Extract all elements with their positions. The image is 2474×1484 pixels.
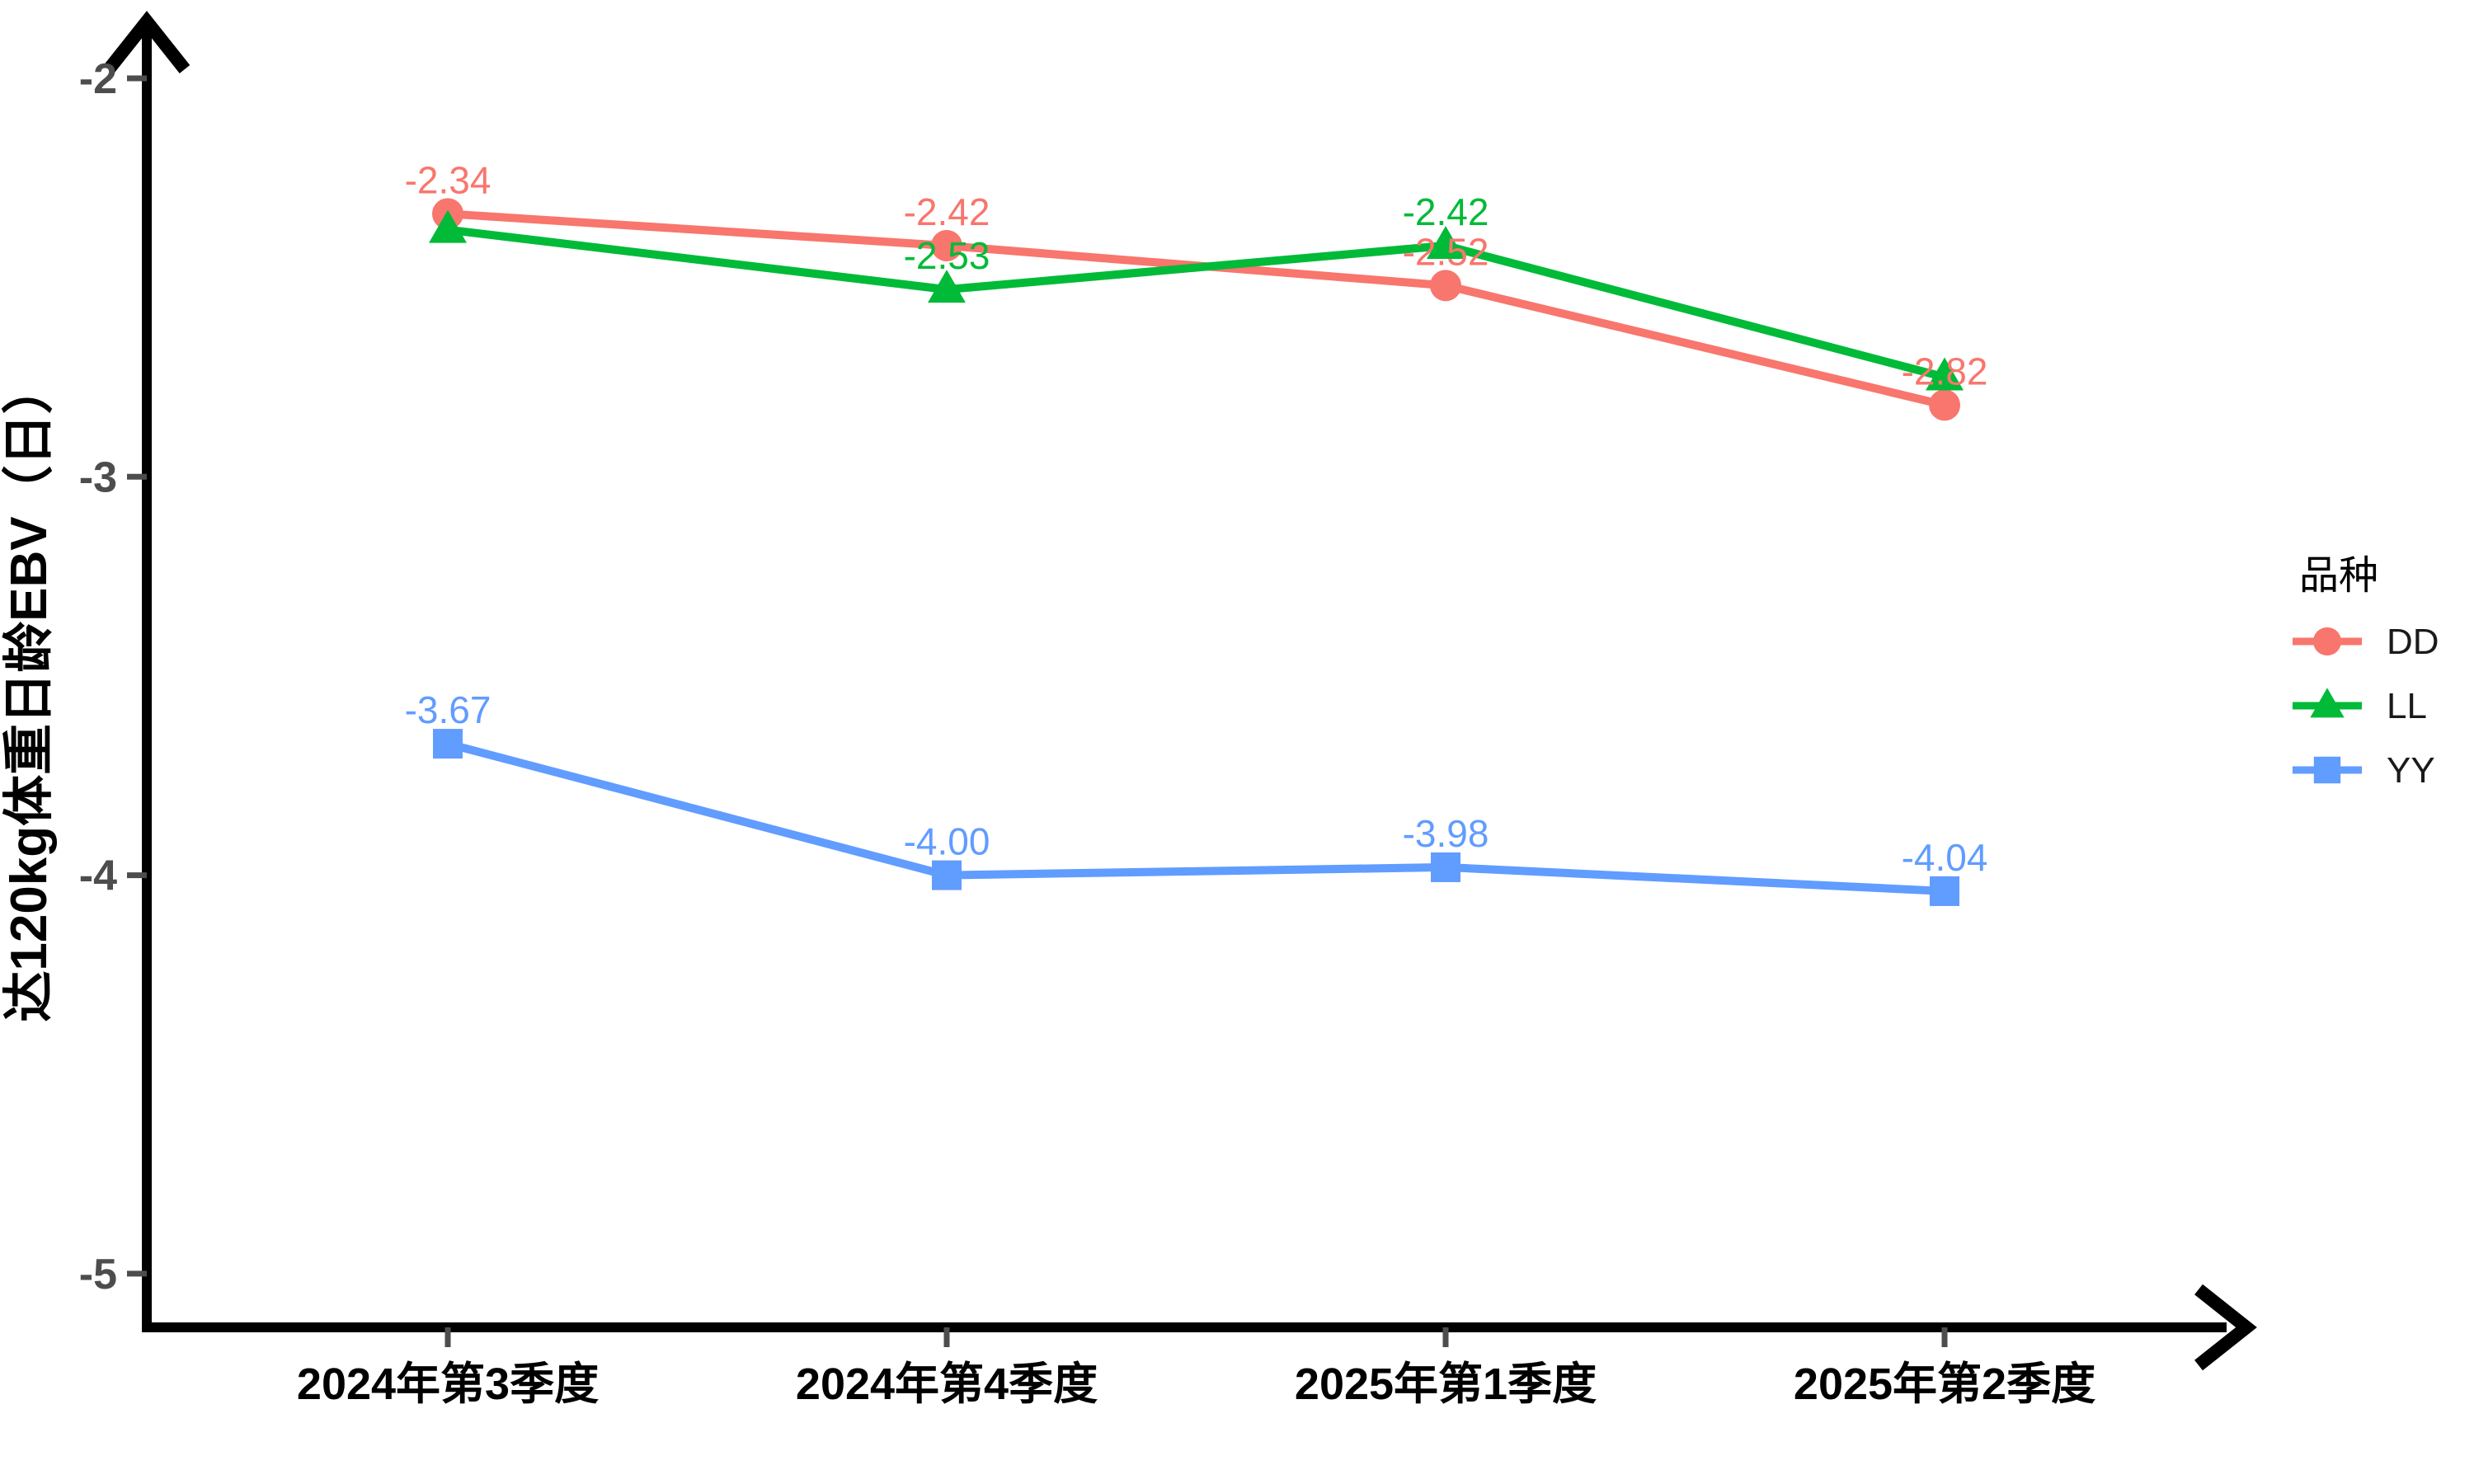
- legend-key-square-icon: [2313, 756, 2341, 784]
- series-point-YY: [1930, 876, 1959, 906]
- y-tick-label: -3: [79, 453, 117, 501]
- series-point-DD: [1430, 270, 1461, 302]
- series-line-YY: [446, 740, 1945, 895]
- legend-entry-label: DD: [2387, 622, 2439, 662]
- point-label-YY: -3.67: [405, 688, 492, 731]
- legend-key-triangle-icon: [2310, 688, 2345, 718]
- point-label-LL: -2.42: [1403, 190, 1489, 233]
- x-tick-label: 2025年第1季度: [1295, 1360, 1597, 1409]
- y-axis-title: 达120kg体重日龄EBV（日）: [0, 363, 58, 1021]
- series-point-YY: [932, 860, 962, 890]
- point-label-YY: -4.00: [904, 820, 990, 863]
- point-label-YY: -4.04: [1902, 836, 1988, 879]
- series-point-YY: [1431, 852, 1460, 882]
- series-point-LL: [1427, 225, 1465, 259]
- series-point-LL: [429, 209, 467, 243]
- series-line-DD: [447, 209, 1946, 410]
- x-tick-label: 2024年第3季度: [297, 1360, 599, 1409]
- point-label-LL: -2.53: [904, 234, 990, 277]
- series-point-DD: [1929, 389, 1960, 421]
- x-tick-label: 2024年第4季度: [796, 1360, 1098, 1409]
- legend-entry-label: YY: [2387, 750, 2435, 791]
- legend-key-circle-icon: [2312, 627, 2342, 656]
- legend-title: 品种: [2299, 554, 2378, 598]
- y-tick-label: -2: [79, 55, 117, 103]
- point-label-DD: -2.34: [405, 158, 492, 201]
- y-tick-label: -4: [79, 852, 117, 900]
- point-label-DD: -2.42: [904, 190, 990, 233]
- series-line-LL: [447, 225, 1946, 382]
- series-point-LL: [1926, 357, 1964, 391]
- series-point-LL: [928, 270, 966, 303]
- legend-entry-label: LL: [2387, 686, 2427, 726]
- point-label-YY: -3.98: [1403, 812, 1489, 855]
- series-point-YY: [433, 729, 463, 759]
- x-tick-label: 2025年第2季度: [1794, 1360, 2095, 1409]
- point-label-DD: -2.52: [1403, 230, 1489, 273]
- series-point-DD: [931, 229, 962, 261]
- y-axis-arrow-icon: [103, 11, 190, 73]
- x-axis-arrow-icon: [2194, 1284, 2257, 1371]
- y-tick-label: -5: [79, 1251, 117, 1298]
- point-label-DD: -2.82: [1902, 350, 1988, 392]
